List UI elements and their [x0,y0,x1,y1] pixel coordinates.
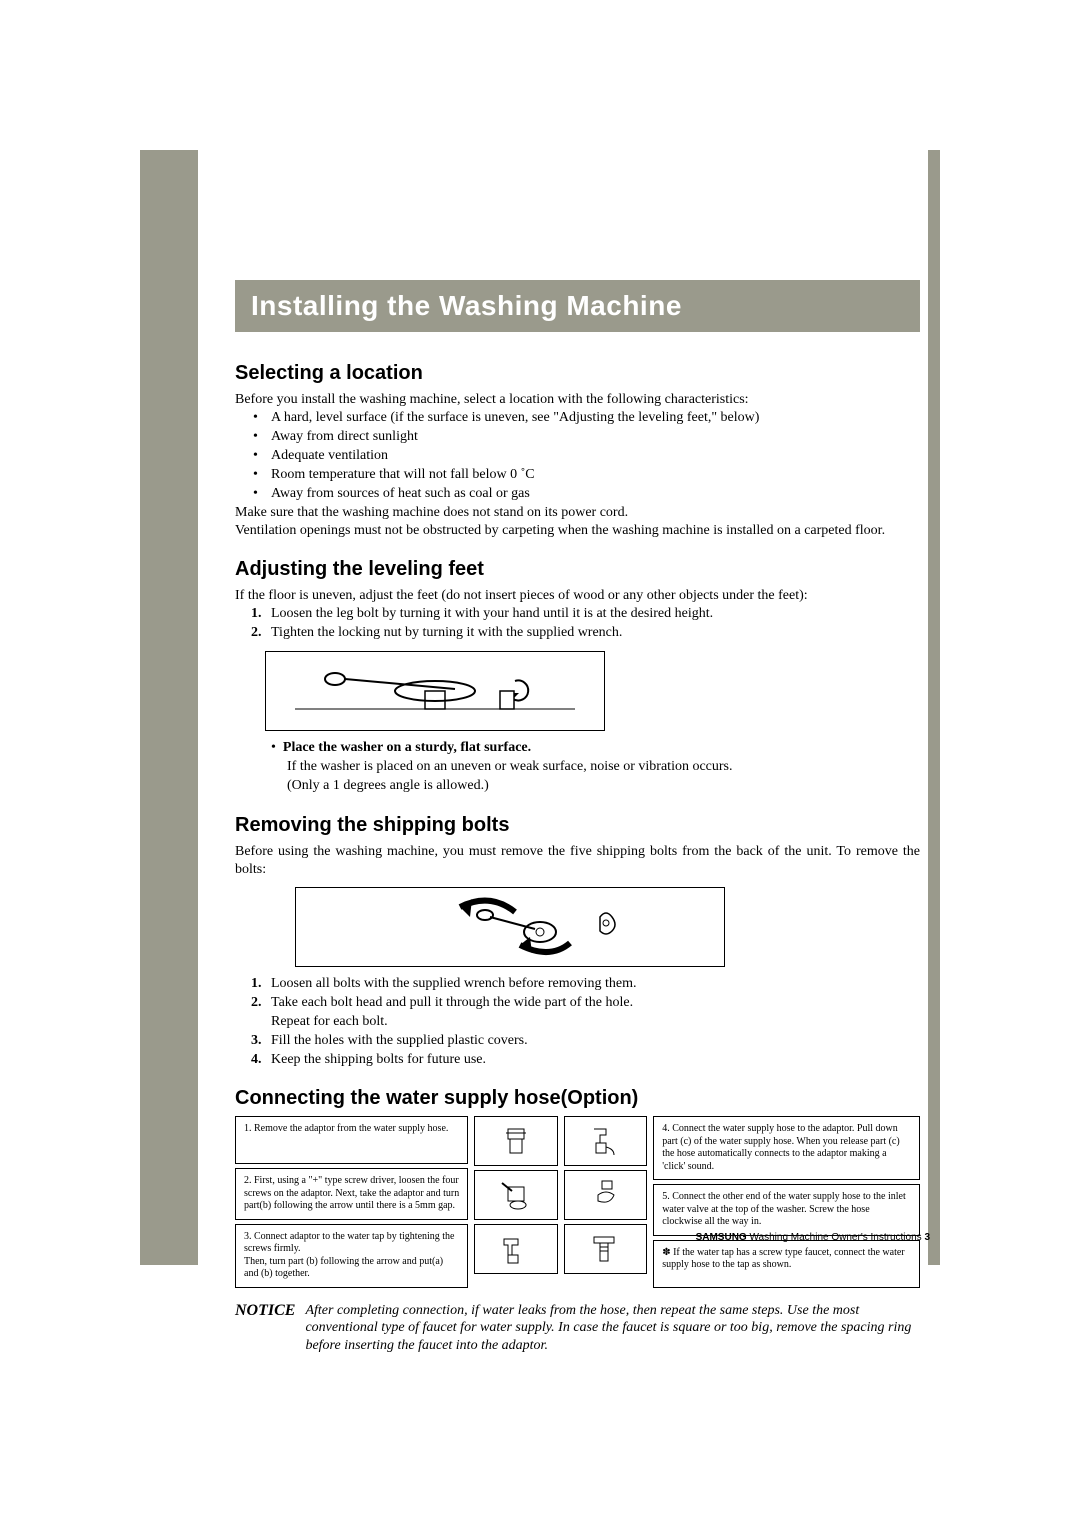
location-intro: Before you install the washing machine, … [235,391,920,409]
page-title: Installing the Washing Machine [251,290,682,321]
hose-cell: 3. Connect adaptor to the water tap by t… [235,1224,468,1288]
list-item: 2.Take each bolt head and pull it throug… [271,994,920,1032]
hose-cell: 2. First, using a "+" type screw driver,… [235,1168,468,1220]
notice-text: After completing connection, if water le… [305,1302,920,1355]
cell-text: 5. Connect the other end of the water su… [662,1191,911,1229]
shipping-figure [295,887,725,967]
list-item: Room temperature that will not fall belo… [271,466,920,485]
footer-page-number: 3 [924,1232,930,1243]
note-line2: (Only a 1 degrees angle is allowed.) [271,777,489,796]
list-item: 4.Keep the shipping bolts for future use… [271,1051,920,1070]
page-title-banner: Installing the Washing Machine [235,280,920,332]
bullet-icon: • [271,740,283,755]
heading-leveling: Adjusting the leveling feet [235,558,920,581]
hose-fig-cell [564,1116,647,1166]
list-item: Away from sources of heat such as coal o… [271,485,920,504]
hose-fig-cell [474,1116,557,1166]
hose-fig-cell [474,1170,557,1220]
hose-fig-cell [564,1224,647,1274]
heading-location: Selecting a location [235,362,920,385]
bolt-removal-diagram-icon [310,897,710,957]
hose-connect-icon [588,1123,624,1159]
note-bold: Place the washer on a sturdy, flat surfa… [283,740,531,755]
footer-brand: SAMSUNG [696,1232,747,1243]
page-content: Installing the Washing Machine Selecting… [235,280,920,1354]
hose-cell: 4. Connect the water supply hose to the … [653,1116,920,1180]
location-after-2: Ventilation openings must not be obstruc… [235,522,920,540]
hose-cell: 1. Remove the adaptor from the water sup… [235,1116,468,1164]
screw-faucet-icon [588,1231,624,1267]
list-item: Adequate ventilation [271,447,920,466]
cell-text: 2. First, using a "+" type screw driver,… [244,1175,459,1213]
screwdriver-adaptor-icon [498,1177,534,1213]
hose-col-left-text: 1. Remove the adaptor from the water sup… [235,1116,468,1288]
leveling-figure [265,651,605,731]
tap-adaptor-icon [498,1231,534,1267]
step-text: Fill the holes with the supplied plastic… [271,1033,528,1048]
step-text: Loosen the leg bolt by turning it with y… [271,606,713,621]
notice-label: NOTICE [235,1302,295,1355]
list-item: 1.Loosen the leg bolt by turning it with… [271,605,920,624]
hose-cell: ✽ If the water tap has a screw type fauc… [653,1240,920,1288]
leveling-note: • Place the washer on a sturdy, flat sur… [235,739,920,796]
location-after-1: Make sure that the washing machine does … [235,504,920,522]
adaptor-icon [498,1123,534,1159]
list-item: 1.Loosen all bolts with the supplied wre… [271,975,920,994]
step-text: Keep the shipping bolts for future use. [271,1052,486,1067]
page-footer: SAMSUNG Washing Machine Owner's Instruct… [696,1232,930,1243]
list-item: 2.Tighten the locking nut by turning it … [271,624,920,643]
step-text: Take each bolt head and pull it through … [271,995,633,1029]
hose-col-left-fig [474,1116,557,1288]
shipping-steps: 1.Loosen all bolts with the supplied wre… [235,975,920,1069]
wrench-foot-diagram-icon [285,661,585,721]
list-item: 3.Fill the holes with the supplied plast… [271,1032,920,1051]
hose-cell: 5. Connect the other end of the water su… [653,1184,920,1236]
note-line1: If the washer is placed on an uneven or … [271,758,733,777]
notice-block: NOTICE After completing connection, if w… [235,1302,920,1355]
inlet-valve-icon [588,1177,624,1213]
heading-hose: Connecting the water supply hose(Option) [235,1087,920,1110]
hose-col-right-fig [564,1116,647,1288]
footer-rest: Washing Machine Owner's Instructions [747,1232,925,1243]
sidebar-right-stripe [928,150,940,1265]
leveling-intro: If the floor is uneven, adjust the feet … [235,587,920,605]
leveling-steps: 1.Loosen the leg bolt by turning it with… [235,605,920,643]
location-bullet-list: A hard, level surface (if the surface is… [235,409,920,503]
list-item: Away from direct sunlight [271,428,920,447]
cell-text: 3. Connect adaptor to the water tap by t… [244,1231,459,1281]
hose-fig-cell [474,1224,557,1274]
cell-text: ✽ If the water tap has a screw type fauc… [662,1247,911,1272]
hose-fig-cell [564,1170,647,1220]
hose-col-right-text: 4. Connect the water supply hose to the … [653,1116,920,1288]
shipping-intro: Before using the washing machine, you mu… [235,843,920,879]
step-text: Loosen all bolts with the supplied wrenc… [271,976,636,991]
heading-shipping: Removing the shipping bolts [235,814,920,837]
list-item: A hard, level surface (if the surface is… [271,409,920,428]
cell-text: 4. Connect the water supply hose to the … [662,1123,911,1173]
cell-text: 1. Remove the adaptor from the water sup… [244,1123,448,1136]
step-text: Tighten the locking nut by turning it wi… [271,625,622,640]
hose-table: 1. Remove the adaptor from the water sup… [235,1116,920,1288]
sidebar-left-stripe [140,150,198,1265]
